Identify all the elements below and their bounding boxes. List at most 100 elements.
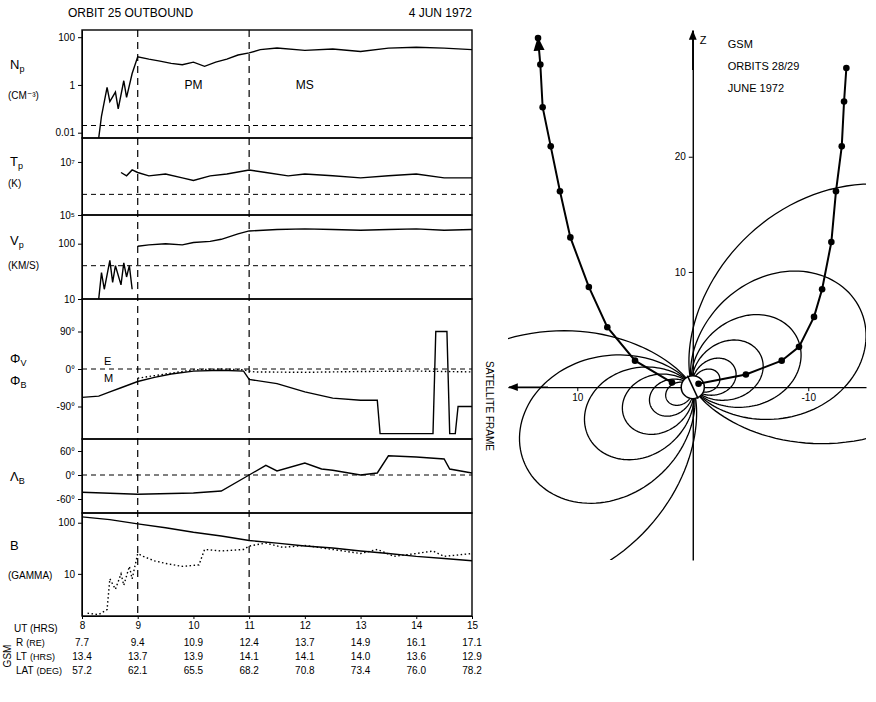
axis-title: ΦB: [10, 373, 26, 390]
side-label: SATELLITE FRAME: [484, 361, 495, 451]
axis-line: [83, 616, 473, 617]
orbit-point: [811, 314, 818, 321]
tick-mark: [78, 523, 82, 524]
y-axis: 100 10: [58, 216, 82, 305]
axis-line: [693, 31, 694, 561]
axis-arrow: [692, 31, 693, 70]
table-cell: 14.1: [295, 651, 315, 662]
plot-area: [82, 170, 472, 194]
tick: 1: [69, 80, 82, 91]
row-label: LAT: [16, 665, 34, 676]
tick: 0°: [65, 364, 82, 375]
table-cell: 13.7: [295, 637, 315, 648]
tick-mark: [78, 332, 82, 333]
table-cell: 68.2: [239, 665, 259, 676]
orbit-point: [537, 61, 544, 68]
table-cell: 13.7: [128, 651, 148, 662]
tick-label: 100: [58, 238, 75, 249]
table-cell: 10.9: [184, 637, 204, 648]
table-cell: 12.9: [462, 651, 482, 662]
axis-title-main: Λ: [10, 469, 19, 484]
table-cell: 12.4: [239, 637, 259, 648]
tick: 0°: [65, 470, 82, 481]
axis-title-sub: B: [19, 476, 25, 486]
tick-label: -10: [802, 392, 817, 403]
axis-unit: (K): [8, 178, 21, 189]
tick: 9: [135, 616, 141, 631]
field-line: [691, 271, 866, 419]
panel-frame: [82, 138, 472, 215]
orbit-point: [557, 188, 564, 195]
axis-title: Tp: [10, 154, 23, 171]
tick-label: 10: [64, 294, 76, 305]
tick: -90°: [57, 401, 82, 412]
tick-label: 100: [58, 517, 75, 528]
axis-title-sub: p: [19, 240, 24, 250]
tick-mark: [689, 157, 693, 158]
tick: 10: [572, 387, 584, 403]
table-cell: 62.1: [128, 665, 148, 676]
tick: 10: [64, 294, 82, 305]
reference-line: [82, 475, 472, 476]
table-cell: 73.4: [351, 665, 371, 676]
y-axis: 10⁷10⁵: [60, 139, 83, 221]
tick-mark: [249, 616, 250, 619]
table-cell: 9.4: [131, 637, 145, 648]
table-cell: 14.0: [351, 651, 371, 662]
tick-label: 0°: [65, 470, 75, 481]
row-unit: (RE): [26, 638, 45, 648]
tick-label: 15: [467, 620, 479, 631]
panel: 60°0°-60°ΛB: [10, 439, 472, 514]
tick-label: 10: [675, 267, 687, 278]
table-cell: 13.4: [72, 651, 92, 662]
table-cell: 14.1: [239, 651, 259, 662]
axis-title-sub: B: [20, 380, 26, 390]
tick-mark: [78, 37, 82, 38]
panel-frame: [82, 215, 472, 299]
tick-label: 13: [356, 620, 368, 631]
tick-label: 100: [58, 32, 75, 43]
orbits: [535, 35, 850, 387]
axis-line: [82, 440, 83, 514]
table-cell: 17.1: [462, 637, 482, 648]
panel: 10010.01Np(CM⁻³)PMMS: [8, 30, 472, 139]
table-title: GSM: [2, 645, 13, 668]
table-cell: 78.2: [462, 665, 482, 676]
tick: 11: [244, 616, 255, 631]
boundary-line: [249, 30, 250, 616]
orbit-point: [586, 284, 593, 291]
tick: 10: [188, 616, 200, 631]
panel-chart: ORBIT 25 OUTBOUND4 JUN 197210010.01Np(CM…: [2, 6, 495, 676]
tick-mark: [138, 616, 139, 619]
tick-mark: [78, 451, 82, 452]
axis-unit: (KM/S): [8, 260, 39, 271]
axis-line: [82, 139, 83, 216]
tick-mark: [78, 407, 82, 408]
tick-mark: [78, 133, 82, 134]
row-label: R: [16, 637, 23, 648]
tick: 0.01: [56, 127, 82, 138]
table-cell: 76.0: [407, 665, 427, 676]
orbit-point: [547, 143, 554, 150]
plot-area: [82, 456, 472, 494]
y-axis: 1020: [675, 31, 694, 561]
axis-title-main: B: [10, 538, 19, 553]
row-unit: (DEG): [37, 666, 63, 676]
axis-line: [82, 514, 83, 617]
y-axis: 90° 0° -90°: [57, 300, 83, 440]
axis-title-sub: V: [20, 358, 26, 368]
tick: 60°: [60, 446, 82, 457]
y-axis: 10010: [58, 514, 82, 617]
orbit-line: [538, 38, 672, 383]
tick-mark: [305, 616, 306, 619]
tick: 90°: [60, 326, 82, 337]
row-unit: (HRS): [30, 652, 55, 662]
tick-mark: [193, 616, 194, 619]
tick-mark: [78, 574, 82, 575]
row-label: LT: [16, 651, 27, 662]
tick: 100: [58, 517, 82, 528]
tick: 10⁷: [60, 157, 82, 168]
tick-mark: [689, 272, 693, 273]
table-cell: 65.5: [184, 665, 204, 676]
tick: 8: [80, 616, 86, 631]
